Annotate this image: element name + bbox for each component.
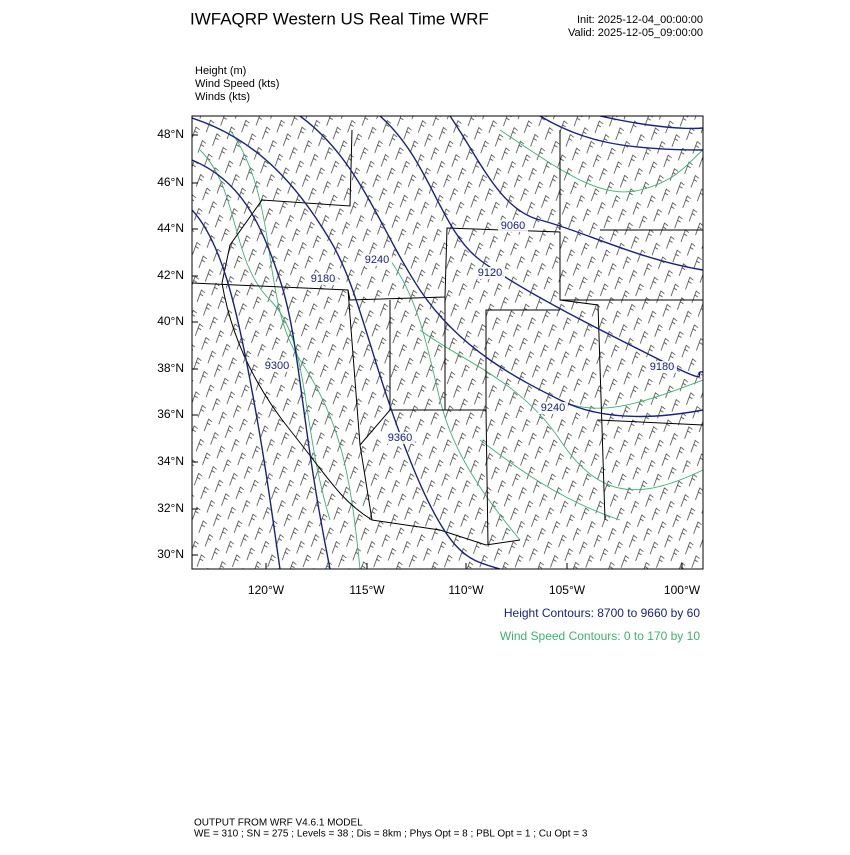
contour-label-bg	[362, 254, 392, 266]
field-label: Winds (kts)	[195, 91, 250, 103]
field-label: Height (m)	[195, 65, 246, 77]
contour-label-bg	[385, 432, 415, 444]
lat-label: 46°N	[157, 175, 184, 189]
contour-label: 9240	[365, 254, 389, 266]
height-legend: Height Contours: 8700 to 9660 by 60	[504, 606, 700, 620]
contour-label: 9180	[650, 361, 674, 373]
contour-label-bg	[308, 273, 338, 285]
contour-label: 9300	[265, 360, 289, 372]
lat-label: 30°N	[157, 547, 184, 561]
contour-label: 9180	[311, 273, 335, 285]
valid-time: Valid: 2025-12-05_09:00:00	[568, 27, 703, 39]
lat-label: 40°N	[157, 314, 184, 328]
lat-label: 34°N	[157, 454, 184, 468]
map-area	[192, 116, 703, 569]
field-label: Wind Speed (kts)	[195, 78, 279, 90]
lat-label: 38°N	[157, 361, 184, 375]
contour-label-bg	[647, 361, 677, 373]
footer-line: OUTPUT FROM WRF V4.6.1 MODEL	[194, 818, 363, 829]
contour-label-bg	[262, 360, 292, 372]
wind-legend: Wind Speed Contours: 0 to 170 by 10	[500, 629, 700, 643]
lat-label: 32°N	[157, 501, 184, 515]
map-frame	[191, 115, 704, 570]
state-borders	[192, 129, 703, 546]
lat-label: 36°N	[157, 407, 184, 421]
init-time: Init: 2025-12-04_00:00:00	[577, 14, 703, 26]
contour-label-bg	[475, 267, 505, 279]
contour-label: 9060	[501, 220, 525, 232]
contour-label: 9240	[541, 402, 565, 414]
lon-label: 105°W	[549, 583, 586, 597]
contour-label-bg	[498, 220, 528, 232]
lat-label: 44°N	[157, 221, 184, 235]
footer-line: WE = 310 ; SN = 275 ; Levels = 38 ; Dis …	[194, 829, 588, 840]
lon-label: 110°W	[448, 583, 484, 597]
contour-label: 9120	[478, 267, 502, 279]
lat-label: 42°N	[157, 268, 184, 282]
wind-speed-contours	[199, 129, 703, 569]
contour-label: 9360	[388, 432, 412, 444]
contour-label-bg	[538, 402, 568, 414]
lat-label: 48°N	[157, 127, 184, 141]
lon-label: 115°W	[349, 583, 385, 597]
lon-label: 100°W	[664, 583, 701, 597]
lon-label: 120°W	[248, 583, 285, 597]
height-contours	[192, 116, 703, 569]
title: IWFAQRP Western US Real Time WRF	[190, 9, 489, 28]
